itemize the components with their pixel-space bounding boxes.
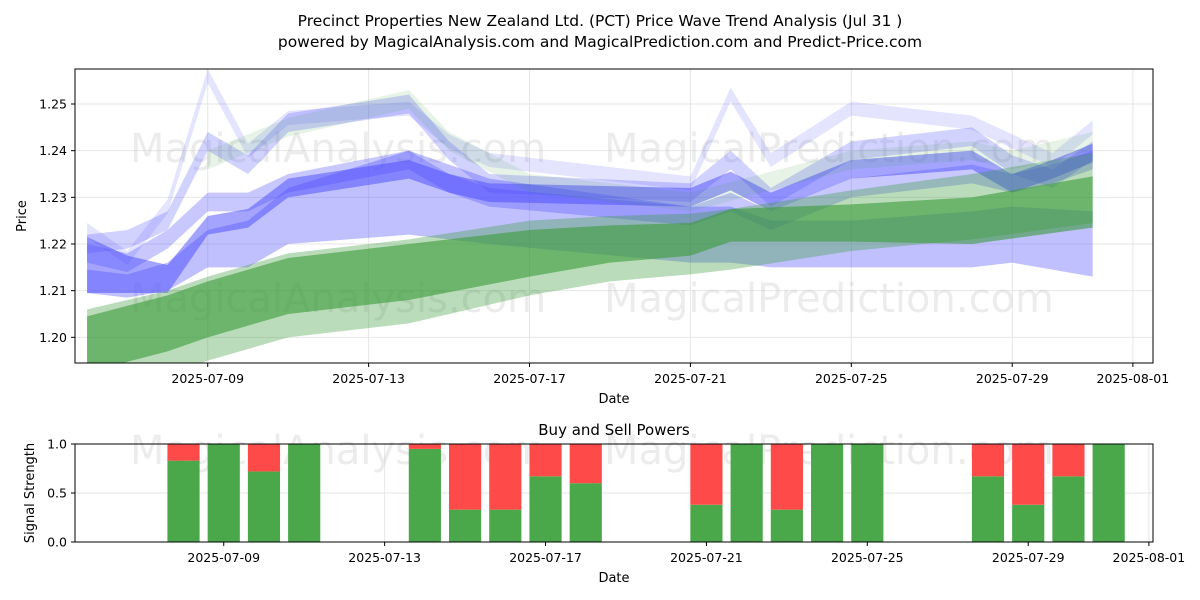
buy-bar xyxy=(1012,504,1045,542)
buy-bar xyxy=(1092,444,1125,542)
signal-y-axis: 0.0 0.5 1.0 xyxy=(47,437,75,550)
sell-bar xyxy=(971,444,1005,477)
signal-x-tick-label: 2025-07-29 xyxy=(992,550,1065,565)
sell-bar xyxy=(167,444,200,461)
signal-x-tick-label: 2025-07-17 xyxy=(509,550,582,565)
signal-y-axis-label: Signal Strength xyxy=(23,443,38,543)
signal-bars xyxy=(167,444,1125,542)
price-y-tick-label: 1.25 xyxy=(39,97,67,112)
sell-bar xyxy=(448,444,482,510)
price-x-tick-label: 2025-08-01 xyxy=(1097,371,1170,386)
buy-bar xyxy=(529,476,562,542)
signal-x-axis-label: Date xyxy=(598,571,629,586)
price-y-tick-label: 1.24 xyxy=(39,143,67,158)
buy-bar xyxy=(167,460,200,542)
signal-x-axis: 2025-07-09 2025-07-13 2025-07-17 2025-07-21… xyxy=(187,542,1185,565)
sell-bar xyxy=(690,444,723,505)
price-x-axis: 2025-07-09 2025-07-13 2025-07-17 2025-07-21… xyxy=(171,363,1169,386)
sell-bar xyxy=(569,444,602,484)
sell-bar xyxy=(1012,444,1045,505)
price-y-tick-label: 1.22 xyxy=(39,237,67,252)
price-wave-chart: MagicalAnalysis.com MagicalPrediction.com… xyxy=(15,68,1169,407)
price-x-tick-label: 2025-07-21 xyxy=(654,371,727,386)
price-x-tick-label: 2025-07-13 xyxy=(332,371,405,386)
price-y-tick-label: 1.20 xyxy=(39,330,67,345)
green-wave-1 xyxy=(87,176,1093,363)
signal-x-tick-label: 2025-08-01 xyxy=(1113,550,1186,565)
buy-bar xyxy=(448,509,482,542)
buy-bar xyxy=(851,444,884,542)
buy-bar xyxy=(971,476,1005,542)
price-watermarks: MagicalAnalysis.com MagicalPrediction.com… xyxy=(130,126,1054,322)
signal-x-tick-label: 2025-07-09 xyxy=(187,550,260,565)
price-y-tick-label: 1.23 xyxy=(39,190,67,205)
sell-bar xyxy=(529,444,562,477)
price-x-tick-label: 2025-07-17 xyxy=(493,371,566,386)
price-plot-frame xyxy=(74,68,1154,364)
sell-bar xyxy=(1052,444,1085,477)
buy-bar xyxy=(690,504,723,542)
sell-bar xyxy=(770,444,803,510)
signal-chart-title: Buy and Sell Powers xyxy=(538,421,690,439)
buy-bar xyxy=(247,471,281,542)
price-wave-bands xyxy=(87,69,1093,363)
blue-wave-4 xyxy=(87,150,1093,272)
chart-title-line-2: powered by MagicalAnalysis.com and Magic… xyxy=(278,33,922,51)
buy-bar xyxy=(569,483,602,542)
signal-y-tick-label: 1.0 xyxy=(47,437,67,452)
watermark-text: MagicalAnalysis.com xyxy=(130,126,546,172)
price-y-axis: 1.20 1.21 1.22 1.23 1.24 1.25 xyxy=(39,97,75,345)
blue-wave-5 xyxy=(87,150,1093,298)
price-y-tick-label: 1.21 xyxy=(39,283,67,298)
price-x-tick-label: 2025-07-09 xyxy=(171,371,244,386)
price-x-tick-label: 2025-07-29 xyxy=(976,371,1049,386)
signal-x-tick-label: 2025-07-21 xyxy=(670,550,743,565)
signal-x-tick-label: 2025-07-25 xyxy=(831,550,904,565)
price-x-tick-label: 2025-07-25 xyxy=(815,371,888,386)
buy-bar xyxy=(730,444,763,542)
buy-bar xyxy=(207,444,240,542)
sell-bar xyxy=(247,444,281,472)
blue-wave-3 xyxy=(87,69,1093,265)
blue-wave-1 xyxy=(87,143,1093,293)
green-wave-2 xyxy=(87,153,1093,363)
green-wave-3 xyxy=(207,90,1093,212)
signal-y-tick-label: 0.0 xyxy=(47,535,67,550)
buy-bar xyxy=(811,444,844,542)
buy-bar xyxy=(770,509,803,542)
price-x-axis-label: Date xyxy=(598,392,629,407)
buy-bar xyxy=(1052,476,1085,542)
sell-bar xyxy=(408,444,441,449)
buy-bar xyxy=(489,509,522,542)
signal-y-tick-label: 0.5 xyxy=(47,486,67,501)
price-y-axis-label: Price xyxy=(15,200,30,232)
sell-bar xyxy=(489,444,522,510)
chart-title-line-1: Precinct Properties New Zealand Ltd. (PC… xyxy=(298,12,903,30)
signal-strength-chart: Buy and Sell Powers MagicalAnalysis.comM… xyxy=(23,421,1185,586)
buy-bar xyxy=(288,444,321,542)
signal-x-tick-label: 2025-07-13 xyxy=(348,550,421,565)
watermark-text: MagicalPrediction.com xyxy=(604,276,1054,322)
buy-bar xyxy=(408,448,441,542)
